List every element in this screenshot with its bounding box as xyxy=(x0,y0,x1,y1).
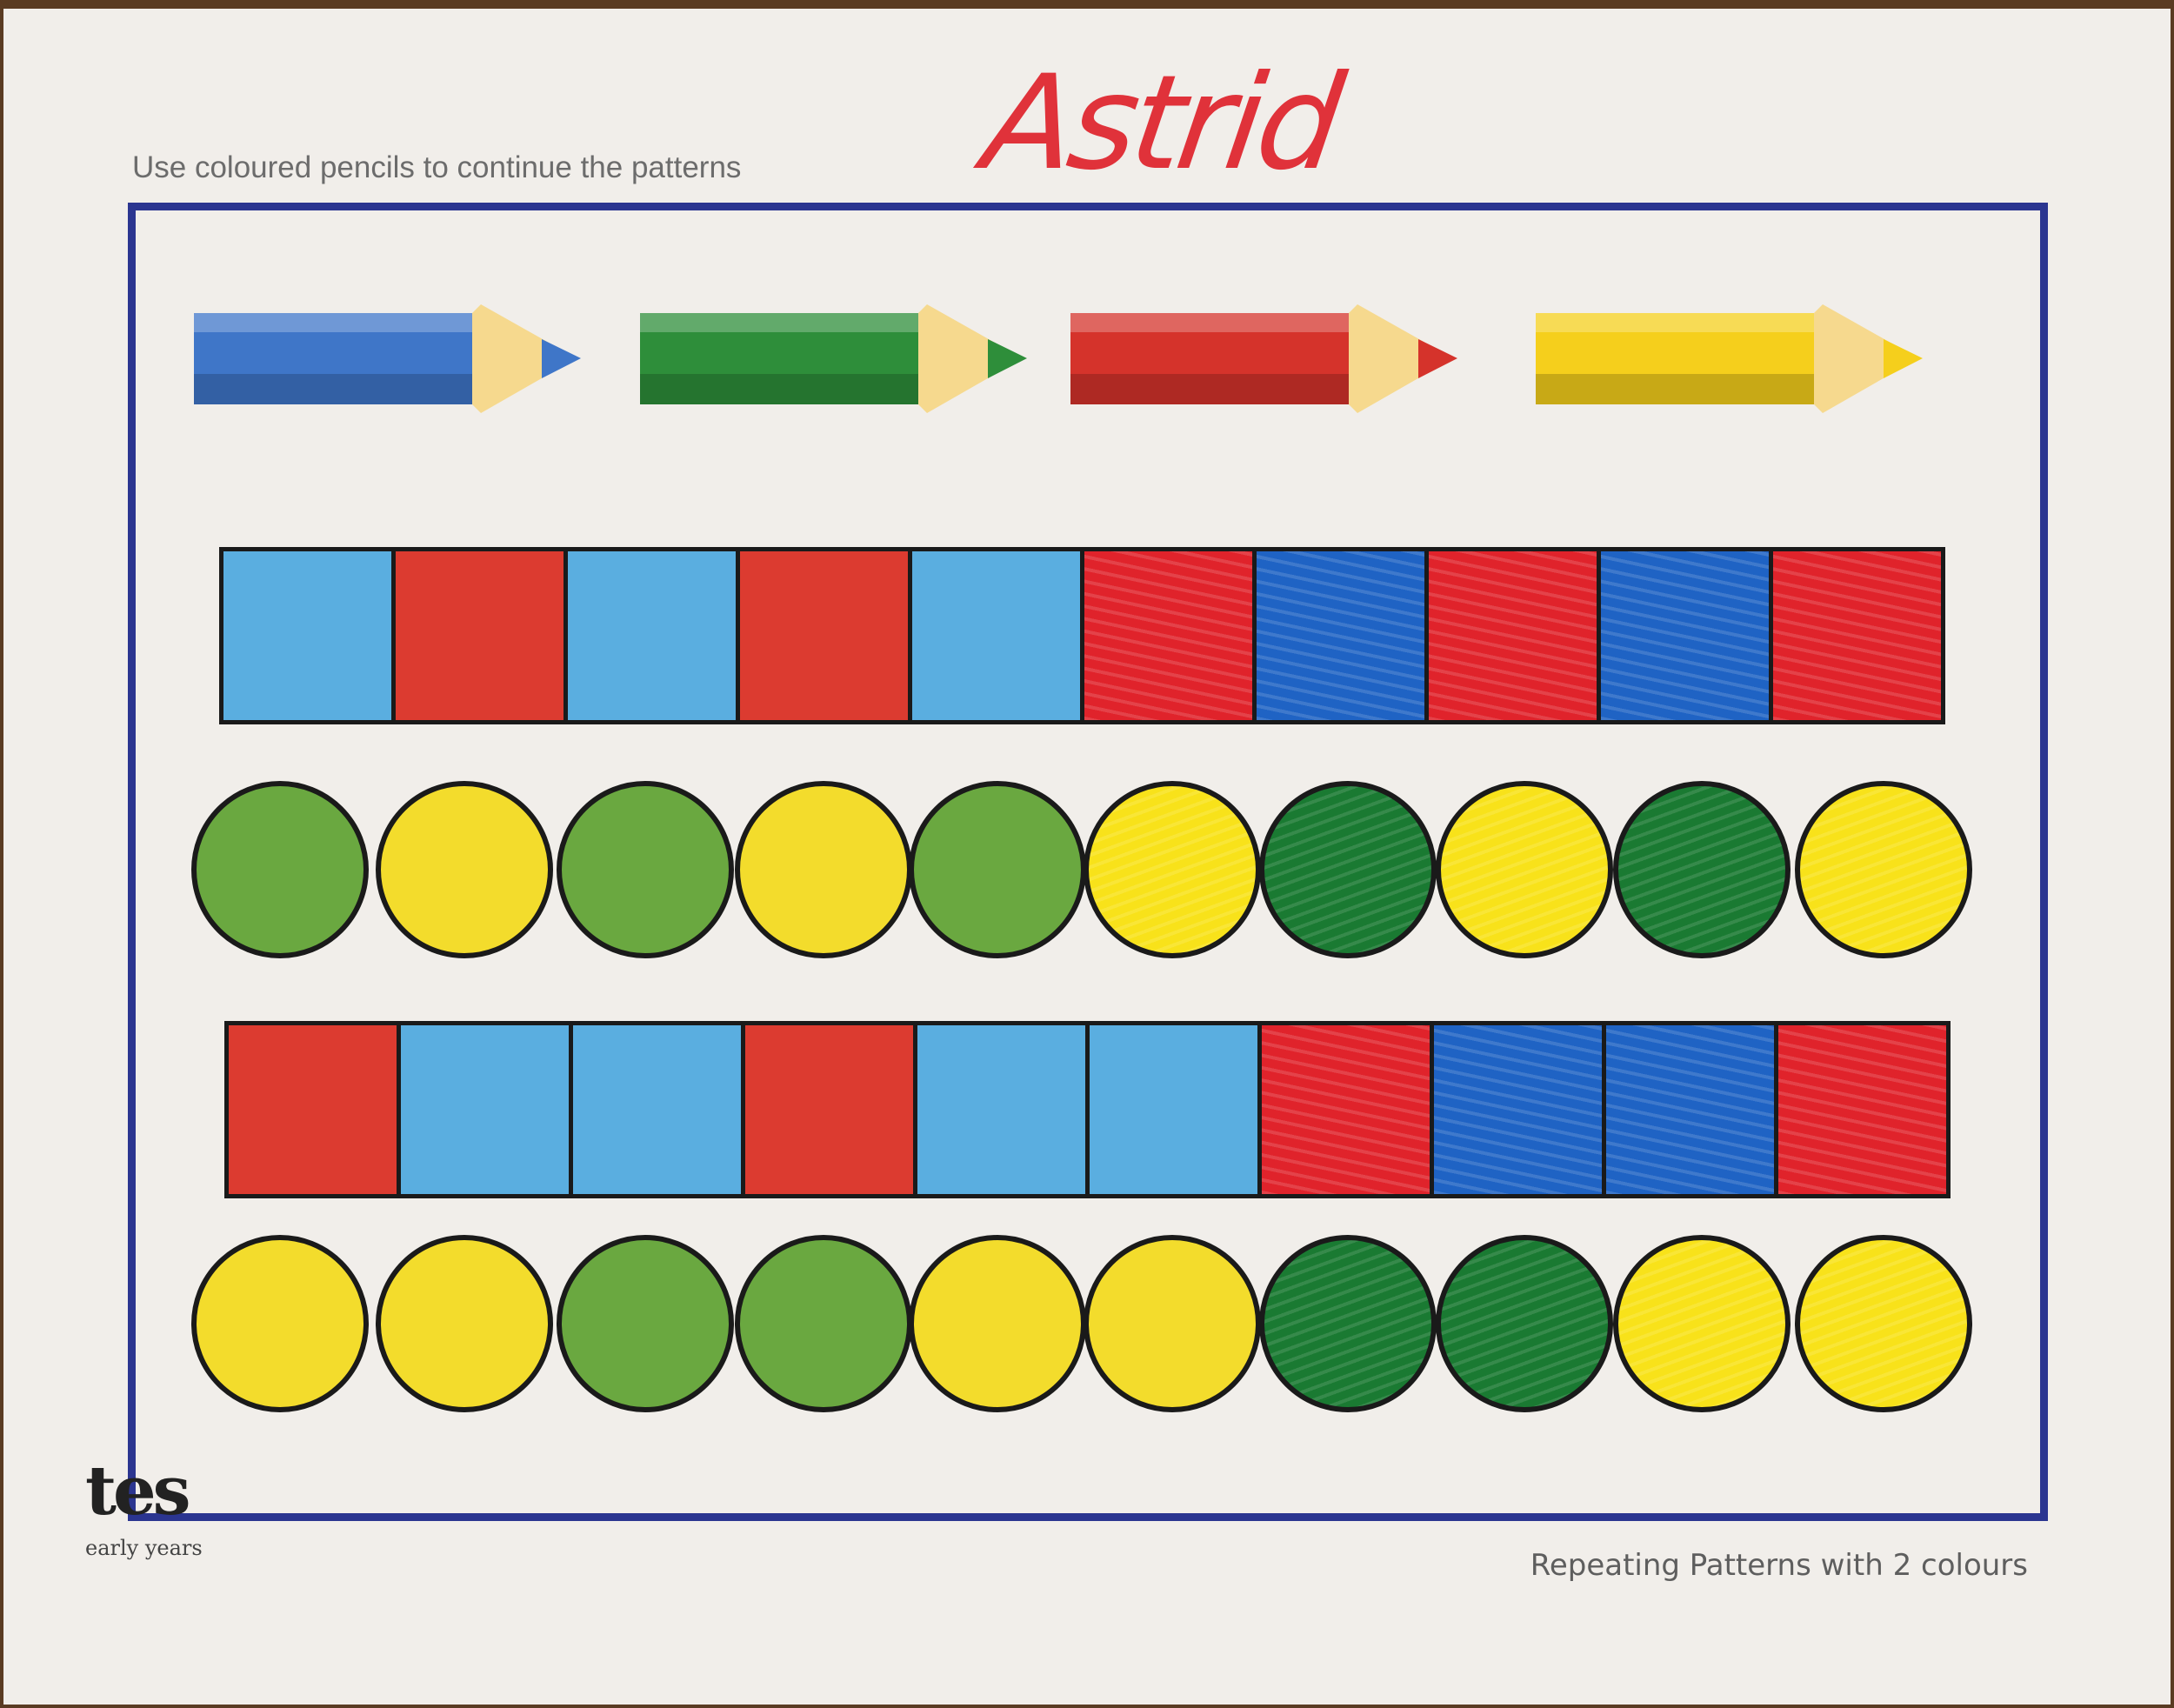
pattern-square-hand-coloured xyxy=(1434,1025,1606,1194)
pattern-square-hand-coloured xyxy=(1262,1025,1434,1194)
pattern-circle-printed xyxy=(557,781,734,958)
worksheet-title: Repeating Patterns with 2 colours xyxy=(1530,1548,2028,1583)
pattern-square-hand-coloured xyxy=(1778,1025,1946,1194)
logo-subtext: early years xyxy=(85,1535,203,1560)
handwritten-name: Astrid xyxy=(975,48,1347,199)
pattern-square-hand-coloured xyxy=(1084,551,1257,720)
pattern-square-printed xyxy=(573,1025,745,1194)
pattern-square-printed xyxy=(912,551,1084,720)
pattern-circle-printed xyxy=(376,1235,553,1412)
pattern-square-hand-coloured xyxy=(1601,551,1773,720)
pattern-circle-printed xyxy=(191,781,369,958)
pattern-square-printed xyxy=(745,1025,917,1194)
pattern-square-printed xyxy=(740,551,912,720)
pattern-circle-printed xyxy=(557,1235,734,1412)
pattern-square-hand-coloured xyxy=(1606,1025,1778,1194)
pattern-square-printed xyxy=(229,1025,401,1194)
pattern-square-printed xyxy=(1090,1025,1262,1194)
pattern-circle-hand-coloured xyxy=(1259,1235,1437,1412)
pattern-square-printed xyxy=(223,551,396,720)
pattern-square-hand-coloured xyxy=(1773,551,1941,720)
pattern-circle-hand-coloured xyxy=(1613,1235,1791,1412)
pattern-circle-printed xyxy=(735,781,912,958)
pattern-square-printed xyxy=(568,551,740,720)
pattern-square-printed xyxy=(917,1025,1090,1194)
pattern-square-hand-coloured xyxy=(1257,551,1429,720)
pattern-circle-hand-coloured xyxy=(1613,781,1791,958)
pattern-circle-printed xyxy=(909,781,1086,958)
pattern-circle-printed xyxy=(191,1235,369,1412)
pencil-green-icon xyxy=(640,304,1031,413)
pencil-yellow-icon xyxy=(1536,304,1927,413)
pattern-circle-printed xyxy=(909,1235,1086,1412)
pattern-circle-printed xyxy=(1084,1235,1261,1412)
logo-text: tes xyxy=(85,1451,191,1531)
pattern-circle-hand-coloured xyxy=(1795,781,1972,958)
pattern-circle-hand-coloured xyxy=(1259,781,1437,958)
worksheet-paper: Use coloured pencils to continue the pat… xyxy=(3,9,2171,1705)
pattern-circle-hand-coloured xyxy=(1795,1235,1972,1412)
pattern-circle-hand-coloured xyxy=(1436,781,1613,958)
square-pattern-row xyxy=(224,1021,1951,1198)
pattern-circle-hand-coloured xyxy=(1436,1235,1613,1412)
pencil-red-icon xyxy=(1070,304,1462,413)
square-pattern-row xyxy=(219,547,1945,724)
pattern-square-printed xyxy=(396,551,568,720)
pattern-circle-hand-coloured xyxy=(1084,781,1261,958)
pattern-square-hand-coloured xyxy=(1429,551,1601,720)
pattern-circle-printed xyxy=(376,781,553,958)
pencil-blue-icon xyxy=(194,304,585,413)
pattern-circle-printed xyxy=(735,1235,912,1412)
instruction-text: Use coloured pencils to continue the pat… xyxy=(132,150,742,184)
worksheet-frame xyxy=(128,203,2048,1521)
pattern-square-printed xyxy=(401,1025,573,1194)
tes-logo: tes early years xyxy=(85,1452,203,1560)
